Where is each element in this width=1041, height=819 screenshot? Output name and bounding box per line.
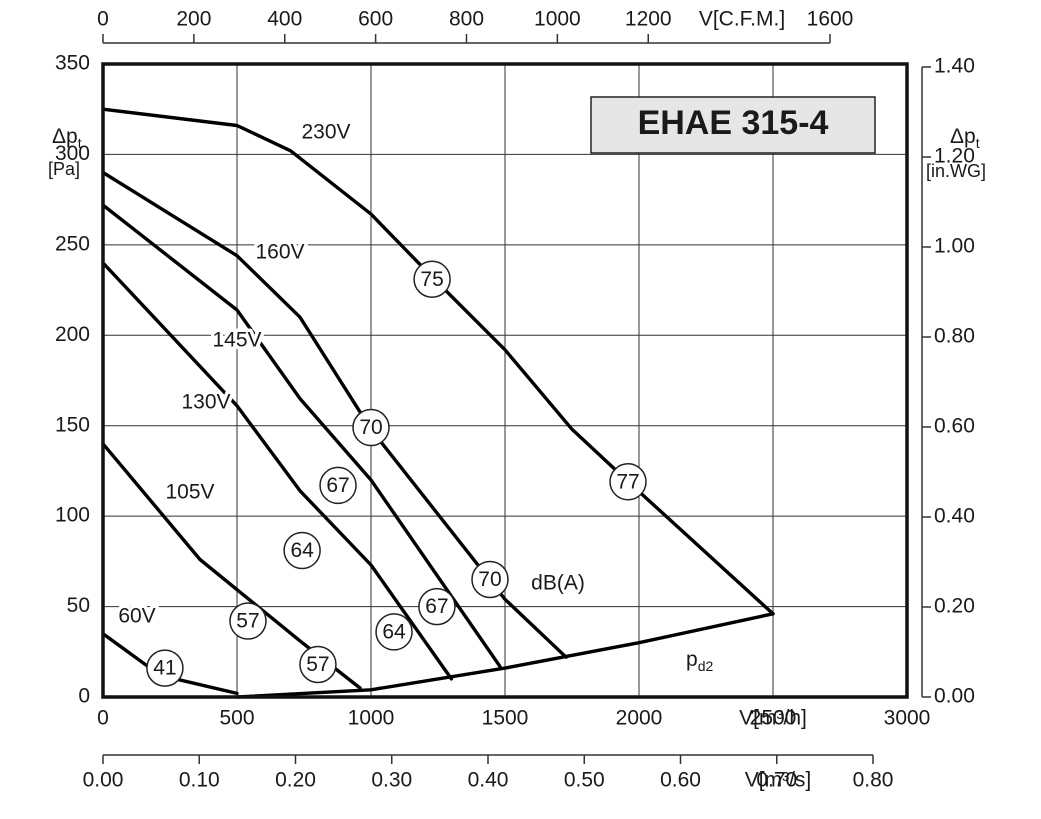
x-tick-label: 0 <box>97 707 109 730</box>
y2-tick-label: 1.20 <box>934 145 975 168</box>
noise-level-label: 67 <box>425 595 448 618</box>
y-tick-label: 0 <box>78 685 90 708</box>
bottom-tick-label: 0.80 <box>853 769 894 792</box>
fan-curve <box>101 261 454 681</box>
dynamic-pressure-label: pd2 <box>686 648 713 674</box>
noise-marker <box>418 587 456 626</box>
noise-level-label: 67 <box>326 474 349 497</box>
bottom-axis-label: V[m³/s] <box>745 769 812 792</box>
series-label: 160V <box>255 241 304 264</box>
y-axis-label-text: Δp <box>52 125 78 148</box>
fan-curve <box>101 107 775 616</box>
noise-marker <box>229 602 267 640</box>
y2-tick-label: 0.00 <box>934 685 975 708</box>
y-tick-label: 150 <box>55 413 90 436</box>
x-tick-label: 3000 <box>884 707 931 730</box>
plot-frame <box>101 62 909 699</box>
noise-level-label: 57 <box>236 610 259 633</box>
noise-marker <box>283 531 321 570</box>
series-label: 60V <box>118 605 155 628</box>
dynamic-pressure-label-text: p <box>686 648 698 671</box>
title-box <box>590 96 876 154</box>
series-label: 230V <box>301 121 350 144</box>
noise-marker <box>413 260 451 298</box>
fan-curve <box>101 203 502 668</box>
y2-tick-label: 0.40 <box>934 505 975 528</box>
fan-curve <box>101 170 568 659</box>
noise-level-label: 70 <box>478 568 501 591</box>
bottom-tick-label: 0.20 <box>275 769 316 792</box>
top-tick-label: 800 <box>449 8 484 31</box>
series-label: 130V <box>181 391 230 414</box>
noise-marker <box>146 649 184 687</box>
y2-axis-label-text: Δp <box>950 125 976 148</box>
bottom-tick-label: 0.10 <box>179 769 220 792</box>
y-axis-unit: [Pa] <box>48 159 80 179</box>
noise-level-label: 41 <box>153 657 176 680</box>
bottom-tick-label: 0.50 <box>564 769 605 792</box>
top-tick-label: 600 <box>358 8 393 31</box>
noise-marker <box>352 408 390 447</box>
bottom-tick-label: 0.60 <box>660 769 701 792</box>
noise-marker <box>375 613 413 651</box>
y2-axis-label-sub: t <box>976 135 980 151</box>
bottom-tick-label: 0.70 <box>756 769 797 792</box>
top-tick-label: 1000 <box>534 8 581 31</box>
y2-axis-unit: [in.WG] <box>926 161 986 181</box>
bottom-tick-label: 0.00 <box>83 769 124 792</box>
y-axis-label: Δpt <box>52 125 82 151</box>
noise-level-label: 77 <box>616 470 639 493</box>
top-tick-label: 1200 <box>625 8 672 31</box>
x-tick-label: 1500 <box>482 707 529 730</box>
y-tick-label: 350 <box>55 52 90 75</box>
x-tick-label: 1000 <box>348 707 395 730</box>
bottom-tick-label: 0.40 <box>468 769 509 792</box>
y-tick-label: 250 <box>55 232 90 255</box>
noise-marker <box>471 560 509 599</box>
y2-tick-label: 1.00 <box>934 235 975 258</box>
y2-axis-label: Δpt <box>950 125 980 151</box>
bottom-tick-label: 0.30 <box>371 769 412 792</box>
noise-marker <box>319 466 357 505</box>
top-tick-label: 0 <box>97 8 109 31</box>
noise-level-label: 70 <box>359 416 382 439</box>
noise-unit-label: dB(A) <box>531 572 585 595</box>
y-tick-label: 100 <box>55 504 90 527</box>
y-tick-label: 50 <box>67 594 90 617</box>
y-tick-label: 200 <box>55 323 90 346</box>
y-axis-label-sub: t <box>78 135 82 151</box>
x-tick-label: 2500 <box>750 707 797 730</box>
x-tick-label: 500 <box>219 707 254 730</box>
noise-marker <box>299 645 337 684</box>
noise-marker <box>609 463 647 501</box>
y2-tick-label: 0.60 <box>934 415 975 438</box>
chart-title: EHAE 315-4 <box>638 104 829 142</box>
noise-level-label: 64 <box>290 539 314 562</box>
dynamic-pressure-curve <box>235 612 775 699</box>
top-tick-label: 400 <box>267 8 302 31</box>
x-tick-label: 2000 <box>616 707 663 730</box>
noise-level-label: 57 <box>306 653 329 676</box>
dynamic-pressure-label-sub: d2 <box>698 658 714 674</box>
top-tick-label: 1600 <box>807 8 854 31</box>
x-axis-label: V[m³/h] <box>739 707 807 730</box>
y2-tick-label: 0.80 <box>934 325 975 348</box>
noise-level-label: 64 <box>382 620 406 643</box>
series-label: 145V <box>212 329 261 352</box>
top-tick-label: 200 <box>176 8 211 31</box>
series-label: 105V <box>165 481 214 504</box>
y2-tick-label: 1.40 <box>934 55 975 78</box>
top-axis-label: V[C.F.M.] <box>699 8 785 31</box>
y2-tick-label: 0.20 <box>934 595 975 618</box>
y-tick-label: 300 <box>55 142 90 165</box>
noise-level-label: 75 <box>420 268 443 291</box>
